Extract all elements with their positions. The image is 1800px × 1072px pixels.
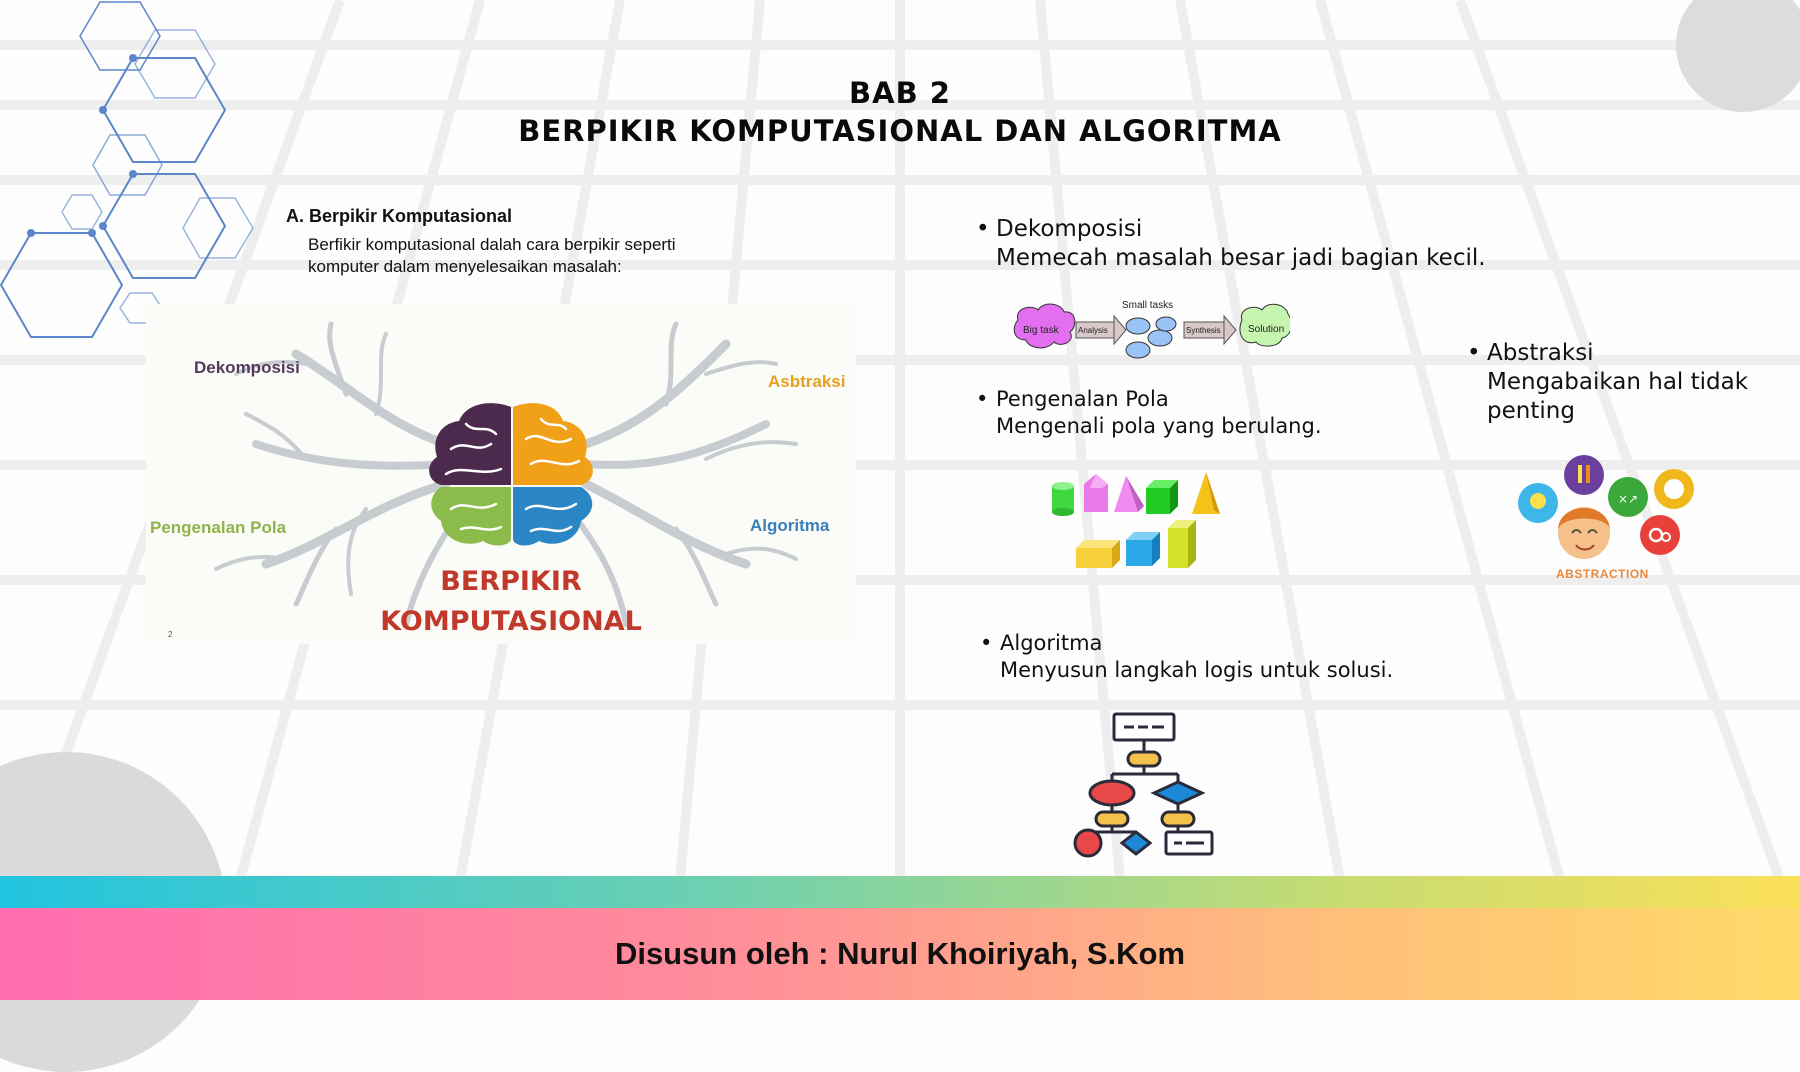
brain-orange-lobe xyxy=(513,403,593,485)
abstraction-caption: ABSTRACTION xyxy=(1556,567,1649,581)
hexagon-decoration xyxy=(0,1,254,338)
mindmap-label-algoritma: Algoritma xyxy=(750,516,830,535)
brain-blue-lobe xyxy=(513,487,593,546)
footer-bar xyxy=(0,908,1800,1000)
flowchart-icon xyxy=(1073,712,1214,858)
bullet-title: Pengenalan Pola xyxy=(996,387,1169,411)
bullet-title: Dekomposisi xyxy=(996,216,1143,242)
mindmap-label-dekomposisi: Dekomposisi xyxy=(194,358,300,377)
mindmap-figure: Dekomposisi Asbtraksi Pengenalan Pola Al… xyxy=(146,304,856,644)
shapes-icon xyxy=(1052,472,1220,568)
bullet-description: Menyusun langkah logis untuk solusi. xyxy=(1000,658,1394,682)
bullet-dekomposisi: • Dekomposisi Memecah masalah besar jadi… xyxy=(976,215,1486,273)
brain-icon xyxy=(429,403,593,546)
mindmap-center-line-2: KOMPUTASIONAL xyxy=(380,606,642,637)
bullet-algoritma: • Algoritma Menyusun langkah logis untuk… xyxy=(980,630,1394,684)
footer-gradient-strip xyxy=(0,876,1800,908)
footer-author: Disusun oleh : Nurul Khoiriyah, S.Kom xyxy=(614,936,1186,971)
svg-text:×↗: ×↗ xyxy=(1618,492,1638,506)
bullet-dot: • xyxy=(976,387,989,411)
decomp-big-task: Big task xyxy=(1023,325,1059,336)
bullet-title: Abstraksi xyxy=(1487,340,1594,366)
decomp-synthesis: Synthesis xyxy=(1186,326,1221,335)
section-description: Berfikir komputasional dalah cara berpik… xyxy=(308,234,758,278)
mindmap-center-title: BERPIKIR KOMPUTASIONAL xyxy=(326,562,696,642)
page-title: BERPIKIR KOMPUTASIONAL DAN ALGORITMA xyxy=(518,114,1282,148)
bullet-title: Algoritma xyxy=(1000,631,1103,655)
section-description-line-2: komputer dalam menyelesaikan masalah: xyxy=(308,257,622,276)
chapter-number: BAB 2 xyxy=(849,76,951,110)
brain-purple-lobe xyxy=(429,403,511,485)
bullet-abstraksi: • Abstraksi Mengabaikan hal tidak pentin… xyxy=(1467,339,1749,426)
abstraction-icon: ×↗ ABSTRACTION xyxy=(1510,455,1700,585)
bullet-description: Mengenali pola yang berulang. xyxy=(996,414,1322,438)
mindmap-page-mark: 2 xyxy=(168,630,173,639)
corner-circle-top-right xyxy=(1676,0,1800,112)
section-description-line-1: Berfikir komputasional dalah cara berpik… xyxy=(308,235,676,254)
mindmap-center-line-1: BERPIKIR xyxy=(440,566,582,597)
decomp-solution: Solution xyxy=(1248,324,1285,335)
mindmap-label-pola: Pengenalan Pola xyxy=(150,518,287,537)
bullet-description-line-2: penting xyxy=(1487,398,1575,424)
abstraction-drawing: ×↗ xyxy=(1518,455,1694,559)
brain-green-lobe xyxy=(431,487,511,546)
bullet-pengenalan-pola: • Pengenalan Pola Mengenali pola yang be… xyxy=(976,386,1322,440)
decomp-analysis: Analysis xyxy=(1078,326,1108,335)
mindmap-label-abstraksi: Asbtraksi xyxy=(768,372,846,391)
bullet-description-line-1: Mengabaikan hal tidak xyxy=(1487,369,1749,395)
decomposition-diagram: Big task Analysis Small tasks Synthesis … xyxy=(1010,296,1290,366)
decomp-small-tasks: Small tasks xyxy=(1122,300,1174,311)
bullet-dot: • xyxy=(976,216,990,242)
bullet-dot: • xyxy=(980,631,993,655)
decomposition-shapes xyxy=(1013,303,1290,359)
bullet-dot: • xyxy=(1467,340,1481,366)
bullet-description: Memecah masalah besar jadi bagian kecil. xyxy=(996,245,1486,271)
section-heading: A. Berpikir Komputasional xyxy=(286,206,513,226)
